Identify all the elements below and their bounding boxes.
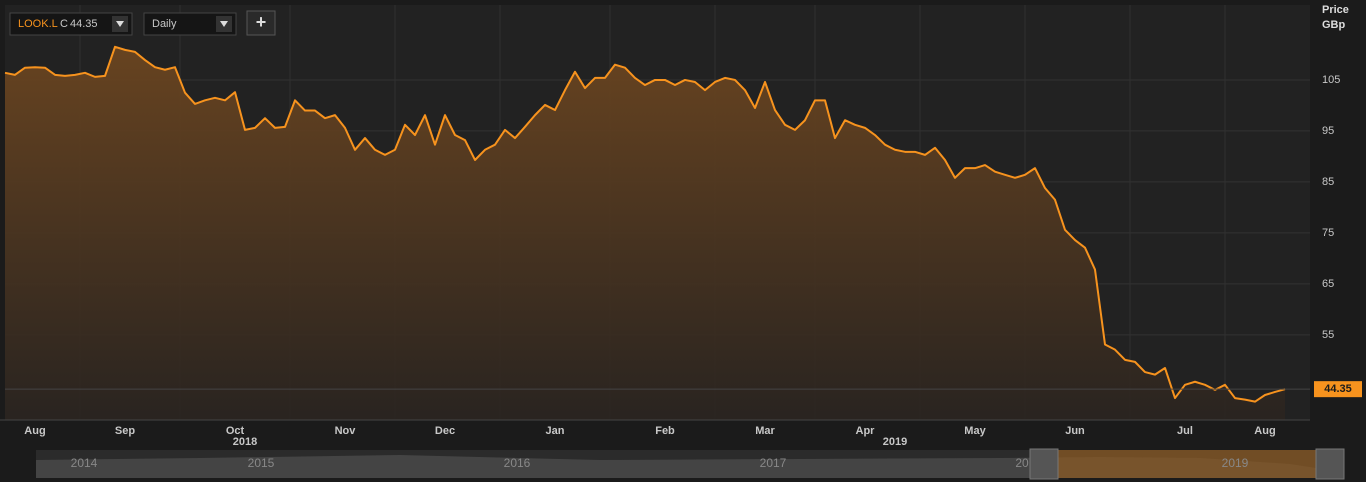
dropdown-arrow bbox=[220, 21, 228, 27]
x-tick-label: Apr bbox=[856, 425, 876, 437]
x-tick-label: Jul bbox=[1177, 425, 1193, 437]
navigator-label: 2019 bbox=[1222, 456, 1249, 470]
navigator-window[interactable] bbox=[1058, 450, 1316, 478]
axis-unit: GBp bbox=[1322, 19, 1346, 31]
interval-box[interactable] bbox=[143, 12, 237, 36]
dropdown-arrow bbox=[116, 21, 124, 27]
y-tick-label: 105 bbox=[1322, 74, 1340, 86]
navigator-label: 2016 bbox=[504, 456, 531, 470]
x-tick-label: Jan bbox=[546, 425, 565, 437]
x-tick-label: Mar bbox=[755, 425, 775, 437]
y-tick-label: 65 bbox=[1322, 278, 1334, 290]
add-button-label: + bbox=[256, 12, 267, 32]
navigator-label: 2014 bbox=[71, 456, 98, 470]
navigator-label: 2017 bbox=[760, 456, 787, 470]
interval: Daily bbox=[152, 18, 177, 30]
x-tick-label: Nov bbox=[335, 425, 357, 437]
x-tick-label: Feb bbox=[655, 425, 675, 437]
navigator-label: 20 bbox=[1015, 456, 1029, 470]
add-button[interactable] bbox=[246, 10, 276, 36]
x-tick-label: May bbox=[964, 425, 986, 437]
y-tick-label: 75 bbox=[1322, 227, 1334, 239]
symbol-box[interactable] bbox=[9, 12, 133, 36]
navigator-handle[interactable] bbox=[1029, 448, 1059, 480]
navigator-handle[interactable] bbox=[1315, 448, 1345, 480]
symbol: LOOK.L bbox=[18, 18, 58, 30]
x-tick-label: Jun bbox=[1065, 425, 1085, 437]
axis-title: Price bbox=[1322, 4, 1349, 16]
x-tick-label: Oct bbox=[226, 425, 245, 437]
navigator-labels: 2014 2015 2016 2017 20 2019 bbox=[71, 456, 1249, 470]
close-value: 44.35 bbox=[70, 18, 98, 30]
x-tick-label: Aug bbox=[1254, 425, 1275, 437]
navigator-area bbox=[36, 455, 1342, 478]
last-price-label: 44.35 bbox=[1324, 383, 1352, 395]
y-tick-label: 55 bbox=[1322, 329, 1334, 341]
x-year-label: 2018 bbox=[233, 436, 257, 448]
y-tick-label: 95 bbox=[1322, 125, 1334, 137]
area bbox=[5, 46, 1285, 420]
series bbox=[4, 45, 1286, 420]
x-tick-label: Sep bbox=[115, 425, 135, 437]
last-price-box bbox=[1314, 381, 1362, 398]
y-tick-label: 85 bbox=[1322, 176, 1334, 188]
x-tick-label: Dec bbox=[435, 425, 455, 437]
x-tick-label: Aug bbox=[24, 425, 45, 437]
x-year-label: 2019 bbox=[883, 436, 907, 448]
close-prefix: C bbox=[60, 18, 68, 30]
price-line bbox=[4, 45, 1286, 403]
navigator-label: 2015 bbox=[248, 456, 275, 470]
axes: 55 65 75 85 95 105 Aug Sep Oct Nov Dec Jan Feb Mar Apr… bbox=[0, 74, 1362, 448]
